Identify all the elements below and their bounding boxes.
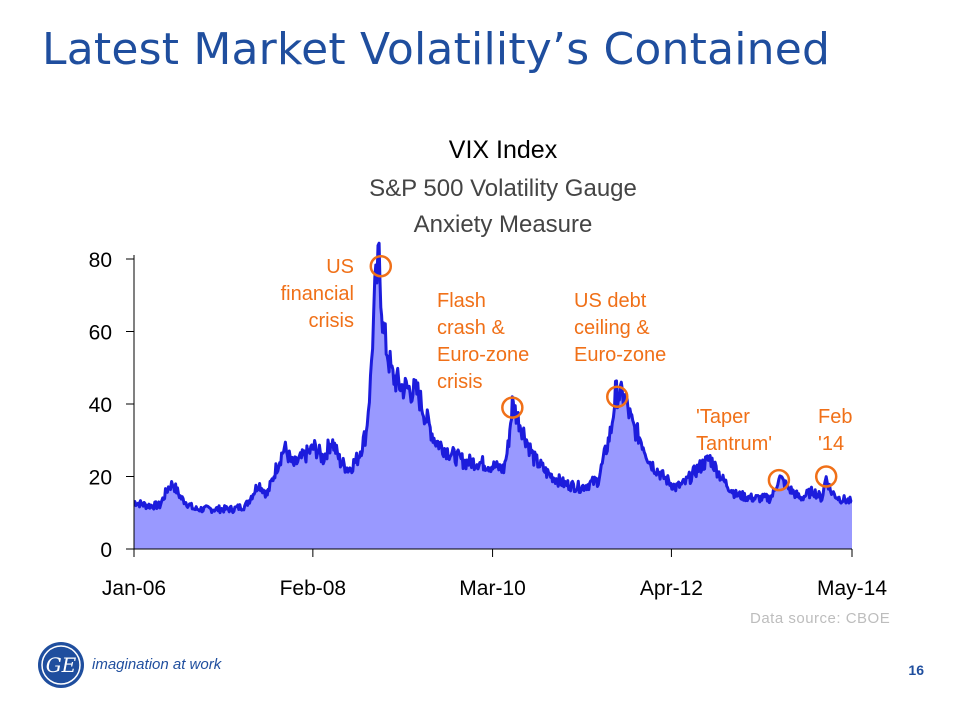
x-tick-label: Apr-12 [640, 577, 703, 600]
annotation-line: crisis [437, 371, 483, 393]
vix-area-fill [134, 243, 852, 549]
slide-title: Latest Market Volatility’s Contained [42, 24, 831, 75]
annotation-line: Flash [437, 290, 486, 312]
annotation-taper-tantrum: 'Taper Tantrum' [696, 404, 772, 458]
annotation-line: financial [280, 283, 354, 305]
event-markers [369, 255, 838, 492]
annotation-line: Euro-zone [437, 344, 530, 366]
chart-title: VIX Index [449, 136, 558, 164]
x-tick-label: Mar-10 [459, 577, 526, 600]
vix-series-line [133, 241, 853, 515]
annotation-us-debt-ceiling: US debt ceiling & Euro-zone [574, 288, 666, 369]
ge-logo: GE [38, 642, 84, 688]
page-number: 16 [908, 662, 924, 678]
annotation-line: crash & [437, 317, 505, 339]
event-marker-circle [501, 396, 524, 419]
annotation-line: crisis [308, 310, 354, 332]
y-tick-label: 0 [100, 539, 112, 562]
annotation-feb-14: Feb '14 [818, 404, 852, 458]
x-tick-label: Feb-08 [280, 577, 347, 600]
tagline: imagination at work [92, 656, 222, 673]
annotation-flash-crash: Flash crash & Euro-zone crisis [437, 288, 529, 396]
y-tick-label: 80 [89, 249, 112, 272]
annotation-us-financial-crisis: US financial crisis [262, 254, 354, 335]
annotation-line: Feb [818, 406, 853, 428]
chart-subtitle-line-1: S&P 500 Volatility Gauge [369, 175, 637, 202]
chart-subtitle-line-2: Anxiety Measure [414, 211, 593, 238]
event-marker-circle [767, 468, 791, 492]
annotation-line: US [326, 256, 354, 278]
x-tick-label: Jan-06 [102, 577, 166, 600]
y-tick-label: 60 [89, 322, 112, 345]
plot-area [133, 241, 853, 549]
x-tick-label: May-14 [817, 577, 887, 600]
annotation-line: ceiling & [574, 317, 650, 339]
annotation-line: Tantrum' [696, 433, 773, 455]
annotation-line: 'Taper [696, 406, 750, 428]
y-tick-label: 20 [89, 467, 112, 490]
annotation-line: Euro-zone [574, 344, 667, 366]
annotation-line: US debt [574, 290, 647, 312]
event-marker-circle [814, 465, 838, 488]
event-marker-circle [606, 385, 629, 408]
axes: 0 20 40 60 80 Jan-06 Feb-08 Mar-10 Apr-12 May-14 [89, 249, 888, 600]
logo-lettering: GE [46, 653, 77, 677]
y-tick-label: 40 [89, 394, 112, 417]
data-source-note: Data source: CBOE [750, 610, 891, 627]
event-marker-circle [369, 255, 393, 278]
annotation-line: '14 [818, 433, 845, 455]
